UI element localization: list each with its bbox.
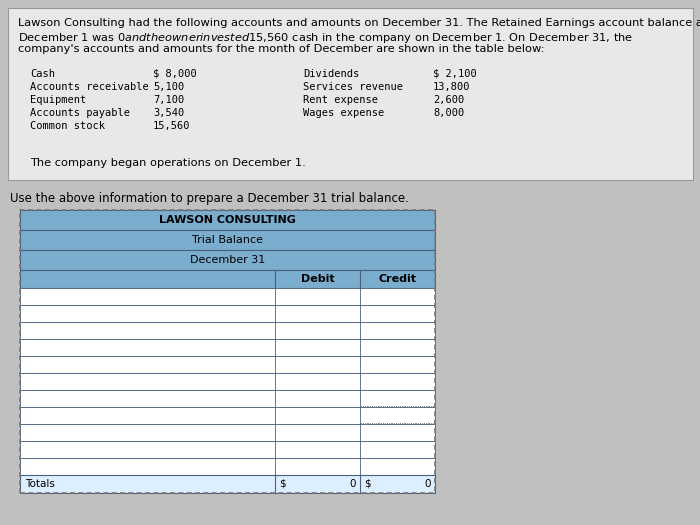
- FancyBboxPatch shape: [20, 322, 435, 339]
- Text: 2,600: 2,600: [433, 95, 464, 105]
- Text: December 1 was $0 and the owner invested $15,560 cash in the company on December: December 1 was $0 and the owner invested…: [18, 31, 634, 45]
- Text: Dividends: Dividends: [303, 69, 359, 79]
- Text: Wages expense: Wages expense: [303, 108, 384, 118]
- FancyBboxPatch shape: [20, 250, 435, 270]
- FancyBboxPatch shape: [20, 458, 435, 475]
- FancyBboxPatch shape: [20, 210, 435, 230]
- Text: December 31: December 31: [190, 255, 265, 265]
- Text: Rent expense: Rent expense: [303, 95, 378, 105]
- Text: $: $: [279, 479, 286, 489]
- Text: Cash: Cash: [30, 69, 55, 79]
- Text: Credit: Credit: [379, 274, 416, 284]
- Text: $ 8,000: $ 8,000: [153, 69, 197, 79]
- Text: Trial Balance: Trial Balance: [192, 235, 263, 245]
- Text: Equipment: Equipment: [30, 95, 86, 105]
- FancyBboxPatch shape: [20, 356, 435, 373]
- Text: Use the above information to prepare a December 31 trial balance.: Use the above information to prepare a D…: [10, 192, 409, 205]
- Text: Common stock: Common stock: [30, 121, 105, 131]
- Text: 13,800: 13,800: [433, 82, 470, 92]
- Text: 0: 0: [349, 479, 356, 489]
- Text: 7,100: 7,100: [153, 95, 184, 105]
- Text: LAWSON CONSULTING: LAWSON CONSULTING: [159, 215, 296, 225]
- FancyBboxPatch shape: [20, 288, 435, 305]
- Text: company's accounts and amounts for the month of December are shown in the table : company's accounts and amounts for the m…: [18, 44, 545, 54]
- Text: Services revenue: Services revenue: [303, 82, 403, 92]
- FancyBboxPatch shape: [8, 8, 693, 180]
- Text: $: $: [364, 479, 370, 489]
- FancyBboxPatch shape: [20, 373, 435, 390]
- FancyBboxPatch shape: [20, 390, 435, 407]
- Text: The company began operations on December 1.: The company began operations on December…: [30, 158, 306, 168]
- Text: $ 2,100: $ 2,100: [433, 69, 477, 79]
- FancyBboxPatch shape: [20, 339, 435, 356]
- Text: Accounts receivable: Accounts receivable: [30, 82, 148, 92]
- Text: Totals: Totals: [25, 479, 55, 489]
- FancyBboxPatch shape: [20, 424, 435, 441]
- Text: Accounts payable: Accounts payable: [30, 108, 130, 118]
- Text: Debit: Debit: [301, 274, 335, 284]
- FancyBboxPatch shape: [20, 475, 435, 493]
- FancyBboxPatch shape: [20, 407, 435, 424]
- FancyBboxPatch shape: [20, 230, 435, 250]
- Text: 8,000: 8,000: [433, 108, 464, 118]
- Text: 15,560: 15,560: [153, 121, 190, 131]
- FancyBboxPatch shape: [20, 270, 435, 288]
- Text: 0: 0: [424, 479, 431, 489]
- Text: Lawson Consulting had the following accounts and amounts on December 31. The Ret: Lawson Consulting had the following acco…: [18, 18, 700, 28]
- Text: 3,540: 3,540: [153, 108, 184, 118]
- FancyBboxPatch shape: [20, 305, 435, 322]
- Text: 5,100: 5,100: [153, 82, 184, 92]
- FancyBboxPatch shape: [20, 441, 435, 458]
